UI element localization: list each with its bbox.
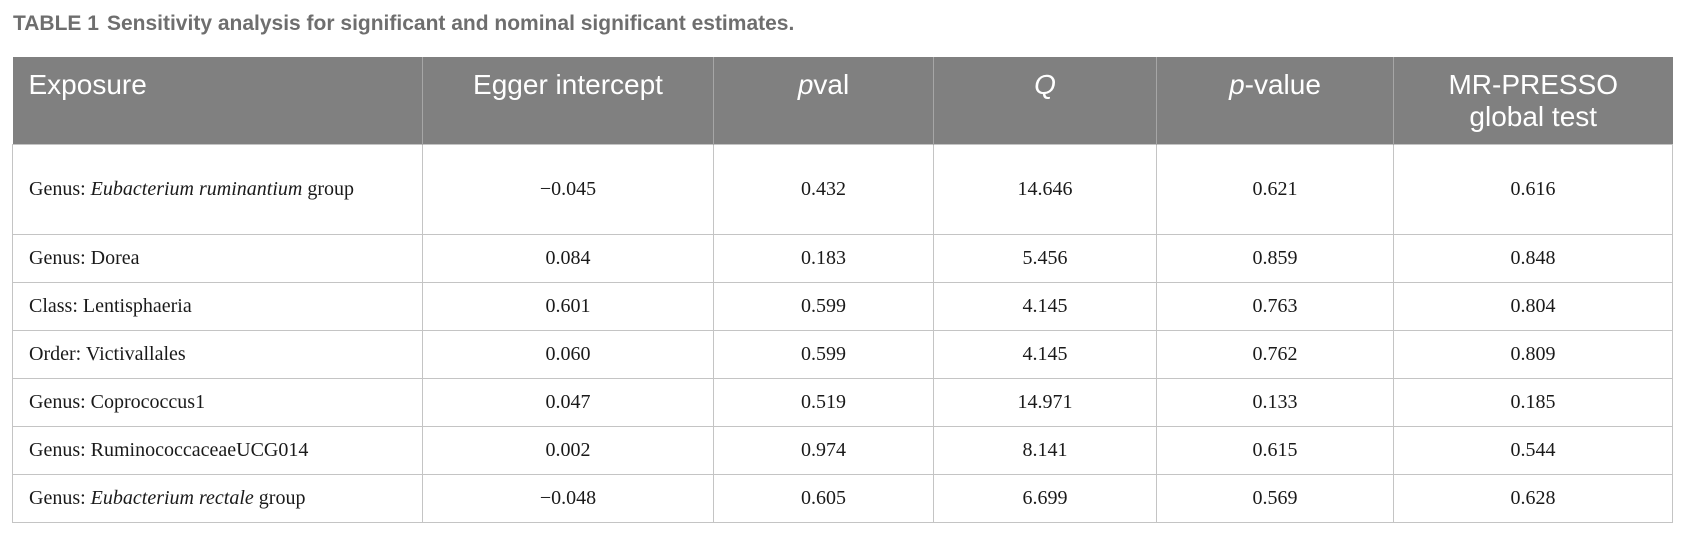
cell-p-value: 0.621: [1156, 143, 1394, 235]
cell-egger-intercept: 0.047: [422, 377, 714, 427]
cell-q: 8.141: [933, 425, 1157, 475]
cell-q: 4.145: [933, 329, 1157, 379]
table-row: Genus: RuminococcaceaeUCG014 0.002 0.974 8.…: [12, 425, 1673, 475]
header-mr-presso-global-test: MR-PRESSO global test: [1393, 57, 1673, 144]
cell-exposure: Class: Lentisphaeria: [12, 281, 423, 331]
table-row: Genus: Dorea 0.084 0.183 5.456 0.859 0.848: [12, 233, 1673, 283]
cell-pval: 0.599: [713, 281, 934, 331]
cell-q: 6.699: [933, 473, 1157, 523]
cell-p-value: 0.615: [1156, 425, 1394, 475]
cell-pval: 0.605: [713, 473, 934, 523]
header-q: Q: [933, 57, 1157, 144]
table-row: Genus: Eubacterium ruminantium group −0.0…: [12, 143, 1673, 235]
cell-egger-intercept: 0.060: [422, 329, 714, 379]
table-caption-label: TABLE 1: [13, 12, 99, 35]
cell-exposure: Genus: Dorea: [12, 233, 423, 283]
header-pval: pval: [713, 57, 934, 144]
cell-egger-intercept: 0.084: [422, 233, 714, 283]
cell-exposure: Genus: Eubacterium rectale group: [12, 473, 423, 523]
cell-p-value: 0.763: [1156, 281, 1394, 331]
cell-p-value: 0.569: [1156, 473, 1394, 523]
cell-q: 14.646: [933, 143, 1157, 235]
table-caption-text: Sensitivity analysis for significant and…: [106, 12, 795, 35]
cell-p-value: 0.762: [1156, 329, 1394, 379]
cell-pval: 0.599: [713, 329, 934, 379]
sensitivity-table: Exposure Egger intercept pval Q p-value …: [12, 57, 1673, 523]
cell-mr-presso: 0.544: [1393, 425, 1673, 475]
header-egger-intercept: Egger intercept: [422, 57, 714, 144]
cell-q: 14.971: [933, 377, 1157, 427]
cell-exposure: Genus: Eubacterium ruminantium group: [12, 143, 423, 235]
cell-q: 4.145: [933, 281, 1157, 331]
cell-mr-presso: 0.848: [1393, 233, 1673, 283]
table-row: Genus: Eubacterium rectale group −0.048 0.…: [12, 473, 1673, 523]
table-caption: TABLE 1 Sensitivity analysis for signific…: [13, 12, 794, 36]
cell-egger-intercept: −0.048: [422, 473, 714, 523]
cell-mr-presso: 0.628: [1393, 473, 1673, 523]
cell-egger-intercept: −0.045: [422, 143, 714, 235]
cell-exposure: Order: Victivallales: [12, 329, 423, 379]
cell-mr-presso: 0.804: [1393, 281, 1673, 331]
cell-mr-presso: 0.616: [1393, 143, 1673, 235]
cell-q: 5.456: [933, 233, 1157, 283]
cell-pval: 0.519: [713, 377, 934, 427]
table-body: Genus: Eubacterium ruminantium group −0.0…: [12, 143, 1673, 523]
cell-exposure: Genus: Coprococcus1: [12, 377, 423, 427]
table-row: Order: Victivallales 0.060 0.599 4.145 0.762…: [12, 329, 1673, 379]
header-row: Exposure Egger intercept pval Q p-value …: [12, 57, 1673, 144]
cell-exposure: Genus: RuminococcaceaeUCG014: [12, 425, 423, 475]
cell-egger-intercept: 0.601: [422, 281, 714, 331]
cell-p-value: 0.859: [1156, 233, 1394, 283]
cell-mr-presso: 0.185: [1393, 377, 1673, 427]
header-exposure: Exposure: [12, 57, 423, 144]
cell-pval: 0.974: [713, 425, 934, 475]
cell-mr-presso: 0.809: [1393, 329, 1673, 379]
cell-egger-intercept: 0.002: [422, 425, 714, 475]
cell-p-value: 0.133: [1156, 377, 1394, 427]
table-header: Exposure Egger intercept pval Q p-value …: [12, 57, 1673, 144]
cell-pval: 0.183: [713, 233, 934, 283]
table-row: Genus: Coprococcus1 0.047 0.519 14.971 0.133…: [12, 377, 1673, 427]
header-p-value: p-value: [1156, 57, 1394, 144]
cell-pval: 0.432: [713, 143, 934, 235]
table-row: Class: Lentisphaeria 0.601 0.599 4.145 0.763…: [12, 281, 1673, 331]
